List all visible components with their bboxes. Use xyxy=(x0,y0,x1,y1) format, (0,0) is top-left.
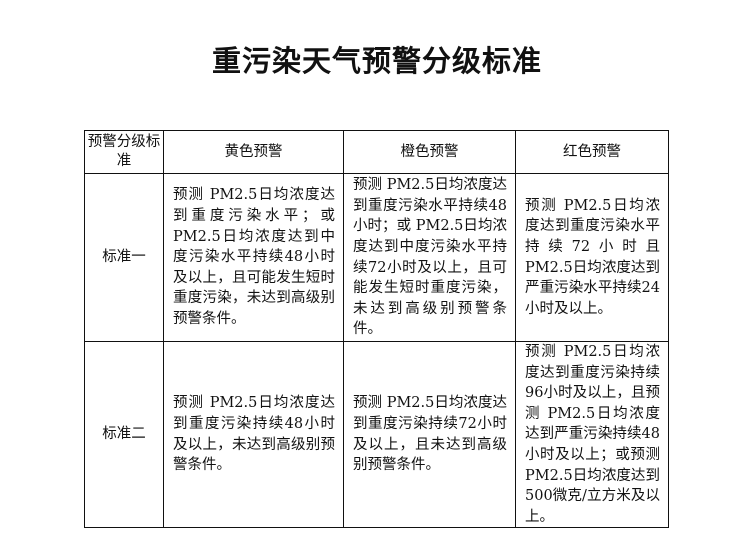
yellow-cell: 预测 PM2.5日均浓度达到重度污染持续48小时及以上，未达到高级别预警条件。 xyxy=(163,340,344,529)
document-title: 重污染天气预警分级标准 xyxy=(211,44,542,78)
header-red-warning: 红色预警 xyxy=(515,130,669,174)
orange-cell: 预测 PM2.5日均浓度达到重度污染持续72小时及以上，且未达到高级别预警条件。 xyxy=(343,340,516,529)
table-row: 标准一 预测 PM2.5日均浓度达到重度污染水平；或PM2.5日均浓度达到中度污… xyxy=(84,173,669,342)
yellow-cell: 预测 PM2.5日均浓度达到重度污染水平；或PM2.5日均浓度达到中度污染水平持… xyxy=(163,173,344,342)
header-level-standard: 预警分级标准 xyxy=(84,130,164,174)
table-header-row: 预警分级标准 黄色预警 橙色预警 红色预警 xyxy=(84,130,669,174)
table-row: 标准二 预测 PM2.5日均浓度达到重度污染持续48小时及以上，未达到高级别预警… xyxy=(84,340,669,529)
row-label: 标准二 xyxy=(84,340,164,529)
row-label: 标准一 xyxy=(84,173,164,342)
warning-level-table: 预警分级标准 黄色预警 橙色预警 红色预警 标准一 预测 PM2.5日均浓度达到… xyxy=(84,130,669,529)
red-cell: 预测 PM2.5日均浓度达到重度污染持续96小时及以上，且预测 PM2.5日均浓… xyxy=(515,340,669,529)
header-orange-warning: 橙色预警 xyxy=(343,130,516,174)
orange-cell: 预测 PM2.5日均浓度达到重度污染水平持续48小时；或 PM2.5日均浓度达到… xyxy=(343,173,516,342)
header-yellow-warning: 黄色预警 xyxy=(163,130,344,174)
red-cell: 预测 PM2.5日均浓度达到重度污染水平持续72小时且 PM2.5日均浓度达到严… xyxy=(515,173,669,342)
